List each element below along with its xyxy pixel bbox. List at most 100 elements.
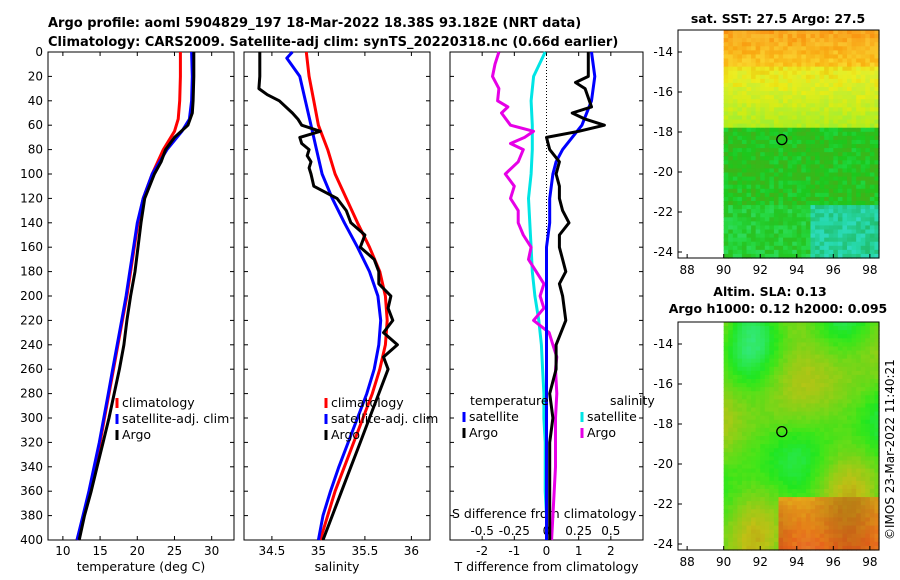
map-cell (792, 415, 798, 421)
map-cell (874, 50, 880, 56)
map-cell (787, 144, 793, 149)
map-cell (723, 54, 729, 60)
map-cell (842, 144, 848, 149)
map-cell (856, 448, 862, 453)
map-cell (755, 407, 761, 413)
map-cell (755, 233, 761, 239)
map-cell (778, 501, 784, 506)
map-cell (755, 525, 761, 531)
map-cell (796, 144, 802, 149)
map-cell (842, 456, 848, 462)
map-cell (860, 468, 866, 474)
map-cell (810, 111, 816, 117)
map-cell (828, 464, 834, 470)
map-cell (815, 497, 821, 502)
map-cell (746, 201, 752, 206)
map-cell (796, 160, 802, 165)
map-cell (746, 70, 752, 76)
map-cell (760, 399, 766, 405)
map-cell (764, 407, 770, 413)
map-cell (810, 338, 816, 343)
map-cell (787, 54, 793, 60)
map-cell (833, 472, 839, 478)
map-cell (860, 213, 866, 218)
map-cell (778, 533, 784, 539)
map-cell (728, 34, 734, 39)
map-cell (833, 431, 839, 437)
map-cell (737, 517, 743, 523)
map-cell (796, 168, 802, 174)
map-cell (773, 123, 780, 129)
map-cell (723, 107, 729, 113)
map-cell (773, 350, 780, 356)
map-cell (860, 30, 866, 35)
map-cell (856, 180, 862, 186)
map-cell (778, 148, 784, 153)
map-cell (815, 334, 821, 339)
map-cell (865, 521, 871, 527)
map-cell (837, 225, 844, 231)
map-cell (796, 399, 802, 405)
map-cell (837, 217, 844, 222)
map-cell (828, 358, 834, 364)
map-cell (869, 144, 876, 149)
map-cell (778, 379, 784, 384)
map-cell (792, 399, 798, 405)
map-cell (796, 115, 802, 121)
map-cell (847, 509, 853, 514)
map-cell (778, 370, 784, 376)
map-cell (778, 253, 784, 259)
map-cell (769, 513, 775, 519)
map-cell (783, 448, 789, 453)
map-cell (741, 229, 748, 235)
map-cell (837, 342, 844, 348)
map-cell (783, 517, 789, 523)
map-cell (801, 156, 807, 161)
map-cell (810, 476, 816, 482)
map-cell (833, 209, 839, 214)
map-cell (796, 444, 802, 449)
map-cell (751, 184, 757, 190)
map-cell (796, 517, 802, 523)
map-cell (856, 30, 862, 35)
map-cell (801, 456, 807, 462)
map-cell (833, 379, 839, 384)
map-cell (796, 38, 802, 43)
map-cell (837, 497, 844, 502)
map-cell (755, 326, 761, 331)
map-cell (860, 50, 866, 56)
map-cell (778, 205, 784, 210)
map-cell (723, 358, 729, 364)
map-cell (732, 370, 738, 376)
map-cell (851, 444, 857, 449)
map-cell (764, 484, 770, 490)
map-cell (824, 395, 830, 400)
map-cell (746, 513, 752, 519)
map-cell (787, 480, 793, 486)
map-cell (810, 209, 816, 214)
map-cell (865, 464, 871, 470)
map-cell (751, 70, 757, 76)
map-cell (801, 225, 807, 231)
map-cell (769, 484, 775, 490)
map-cell (787, 62, 793, 68)
map-cell (760, 493, 766, 498)
map-cell (751, 168, 757, 174)
map-cell (723, 176, 729, 182)
map-cell (842, 525, 848, 531)
map-cell (851, 431, 857, 437)
map-cell (837, 440, 844, 445)
map-cell (847, 399, 853, 405)
map-cell (783, 338, 789, 343)
map-cell (869, 322, 876, 327)
map-cell (764, 370, 770, 376)
map-cell (760, 115, 766, 121)
map-cell (810, 529, 816, 535)
map-cell (824, 448, 830, 453)
map-cell (810, 468, 816, 474)
map-cell (773, 513, 780, 519)
map-cell (837, 213, 844, 218)
map-cell (755, 497, 761, 502)
map-cell (819, 225, 825, 231)
map-cell (741, 537, 748, 543)
